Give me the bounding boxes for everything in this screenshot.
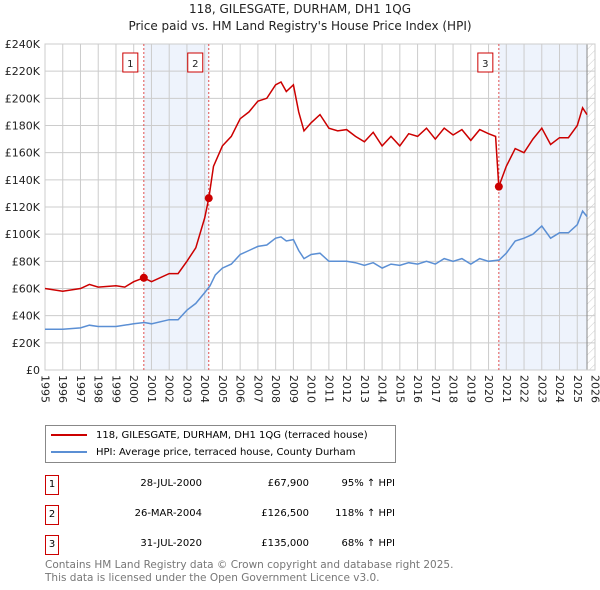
x-tick-label: 2014 bbox=[376, 375, 389, 403]
footer-attribution: Contains HM Land Registry data © Crown c… bbox=[45, 559, 453, 584]
sale-label: 2 bbox=[192, 59, 198, 70]
x-tick-label: 2013 bbox=[358, 375, 371, 403]
transaction-hpi: 68% ↑ HPI bbox=[341, 538, 395, 549]
sale-label-box bbox=[187, 52, 204, 73]
y-tick-label: £0 bbox=[26, 364, 40, 377]
x-tick-label: 2022 bbox=[518, 375, 531, 403]
y-tick-label: £80K bbox=[12, 255, 41, 268]
y-tick-label: £180K bbox=[5, 120, 41, 133]
transaction-row: 1 28-JUL-2000 £67,900 95% ↑ HPI bbox=[45, 475, 445, 495]
transaction-price: £126,500 bbox=[261, 508, 309, 519]
y-tick-label: £60K bbox=[12, 283, 41, 296]
transaction-number: 2 bbox=[45, 505, 59, 525]
footer-copyright: Contains HM Land Registry data © Crown c… bbox=[45, 559, 454, 571]
price-chart: £0 £20K £40K £60K £80K £100K £120K £140K £160K £1… bbox=[5, 38, 600, 403]
x-tick-label: 1998 bbox=[92, 375, 105, 403]
x-tick-label: 2006 bbox=[234, 375, 247, 403]
transaction-date: 26-MAR-2004 bbox=[134, 508, 202, 519]
plot-frame bbox=[44, 43, 596, 371]
y-tick-label: £140K bbox=[5, 174, 41, 187]
x-tick-label: 2005 bbox=[216, 375, 229, 403]
y-tick-label: £120K bbox=[5, 201, 41, 214]
transaction-date: 31-JUL-2020 bbox=[140, 538, 202, 549]
y-tick-label: £240K bbox=[5, 38, 41, 51]
x-tick-label: 2008 bbox=[269, 375, 282, 403]
property-series-line bbox=[44, 80, 588, 292]
chart-legend: 118, GILESGATE, DURHAM, DH1 1QG (terrace… bbox=[45, 425, 396, 463]
x-tick-label: 2012 bbox=[340, 375, 353, 403]
x-tick-label: 2015 bbox=[393, 375, 406, 403]
legend-label-property: 118, GILESGATE, DURHAM, DH1 1QG (terrace… bbox=[96, 429, 368, 441]
x-tick-label: 2004 bbox=[198, 375, 211, 403]
x-tick-label: 2002 bbox=[163, 375, 176, 403]
y-tick-label: £200K bbox=[5, 92, 41, 105]
x-tick-label: 2011 bbox=[322, 375, 335, 403]
transaction-price: £67,900 bbox=[267, 478, 309, 489]
chart-subtitle: Price paid vs. HM Land Registry's House … bbox=[128, 19, 472, 33]
x-tick-label: 2025 bbox=[571, 375, 584, 403]
sale-label: 3 bbox=[482, 59, 488, 70]
transaction-row: 2 26-MAR-2004 £126,500 118% ↑ HPI bbox=[45, 505, 445, 525]
transaction-number: 3 bbox=[45, 535, 59, 555]
x-tick-label: 1997 bbox=[74, 375, 87, 403]
y-tick-label: £100K bbox=[5, 228, 41, 241]
x-tick-label: 2024 bbox=[553, 375, 566, 403]
x-tick-label: 2018 bbox=[447, 375, 460, 403]
transaction-hpi: 95% ↑ HPI bbox=[341, 478, 395, 489]
y-tick-label: £160K bbox=[5, 147, 41, 160]
transaction-row: 3 31-JUL-2020 £135,000 68% ↑ HPI bbox=[45, 535, 445, 555]
y-tick-label: £220K bbox=[5, 65, 41, 78]
legend-label-hpi: HPI: Average price, terraced house, Coun… bbox=[96, 446, 356, 458]
x-tick-label: 2007 bbox=[251, 375, 264, 403]
x-tick-label: 2020 bbox=[482, 375, 495, 403]
transaction-hpi: 118% ↑ HPI bbox=[335, 508, 395, 519]
x-tick-label: 1999 bbox=[109, 375, 122, 403]
y-tick-label: £40K bbox=[12, 310, 41, 323]
x-tick-label: 2010 bbox=[305, 375, 318, 403]
x-tick-label: 2017 bbox=[429, 375, 442, 403]
x-tick-label: 2003 bbox=[180, 375, 193, 403]
transaction-price: £135,000 bbox=[261, 538, 309, 549]
x-tick-label: 1996 bbox=[56, 375, 69, 403]
sale-point bbox=[494, 182, 503, 191]
legend-item-property: 118, GILESGATE, DURHAM, DH1 1QG (terrace… bbox=[51, 427, 368, 443]
legend-swatch-hpi bbox=[51, 451, 87, 453]
chart-title: 118, GILESGATE, DURHAM, DH1 1QG bbox=[188, 2, 412, 16]
x-tick-label: 2026 bbox=[589, 375, 600, 403]
legend-swatch-property bbox=[51, 434, 87, 436]
sale-label-box bbox=[477, 52, 494, 73]
transaction-date: 28-JUL-2000 bbox=[140, 478, 202, 489]
x-tick-label: 2019 bbox=[464, 375, 477, 403]
x-tick-label: 2021 bbox=[500, 375, 513, 403]
x-tick-label: 2000 bbox=[127, 375, 140, 403]
legend-item-hpi: HPI: Average price, terraced house, Coun… bbox=[51, 444, 355, 460]
x-tick-label: 1995 bbox=[39, 375, 52, 403]
x-tick-label: 2016 bbox=[411, 375, 424, 403]
sale-label-box bbox=[122, 52, 139, 73]
sale-point bbox=[204, 194, 213, 203]
x-tick-label: 2009 bbox=[287, 375, 300, 403]
sale-label: 1 bbox=[127, 59, 133, 70]
footer-licence: This data is licensed under the Open Gov… bbox=[45, 571, 380, 584]
x-tick-label: 2023 bbox=[535, 375, 548, 403]
transaction-number: 1 bbox=[45, 475, 59, 495]
sale-point bbox=[139, 273, 148, 282]
hpi-series-line bbox=[45, 209, 588, 331]
y-tick-label: £20K bbox=[12, 337, 41, 350]
x-tick-label: 2001 bbox=[145, 375, 158, 403]
